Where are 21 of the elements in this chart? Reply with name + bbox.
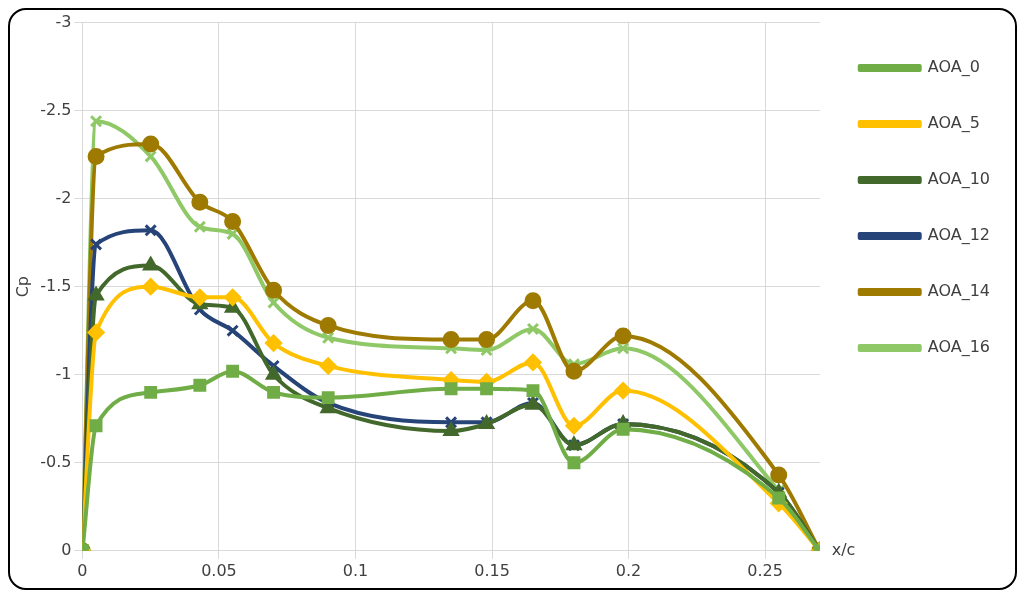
x-tick-label: 0.2: [615, 560, 642, 580]
x-tick-label: 0.15: [474, 560, 510, 580]
y-tick-label: -1.5: [40, 275, 72, 295]
y-tick-label: -2.5: [40, 99, 72, 119]
x-tick-label: 0.1: [342, 560, 369, 580]
y-tick-label: -2: [55, 187, 72, 207]
legend-label: AOA_12: [927, 225, 990, 246]
y-tick-label: -1: [55, 363, 72, 383]
legend-label: AOA_5: [927, 113, 980, 134]
x-tick-label: 0.05: [201, 560, 237, 580]
x-tick-label: 0.25: [747, 560, 783, 580]
legend-label: AOA_14: [927, 281, 990, 302]
y-tick-label: -0.5: [40, 451, 72, 471]
y-axis-title: Cp: [12, 276, 32, 298]
legend-label: AOA_16: [927, 337, 990, 358]
x-axis-title: x/c: [831, 539, 856, 559]
x-tick-label: 0: [77, 560, 88, 580]
y-tick-label: -3: [55, 11, 72, 31]
y-tick-label: 0: [61, 539, 72, 559]
legend-label: AOA_0: [927, 57, 980, 78]
legend-label: AOA_10: [927, 169, 990, 190]
